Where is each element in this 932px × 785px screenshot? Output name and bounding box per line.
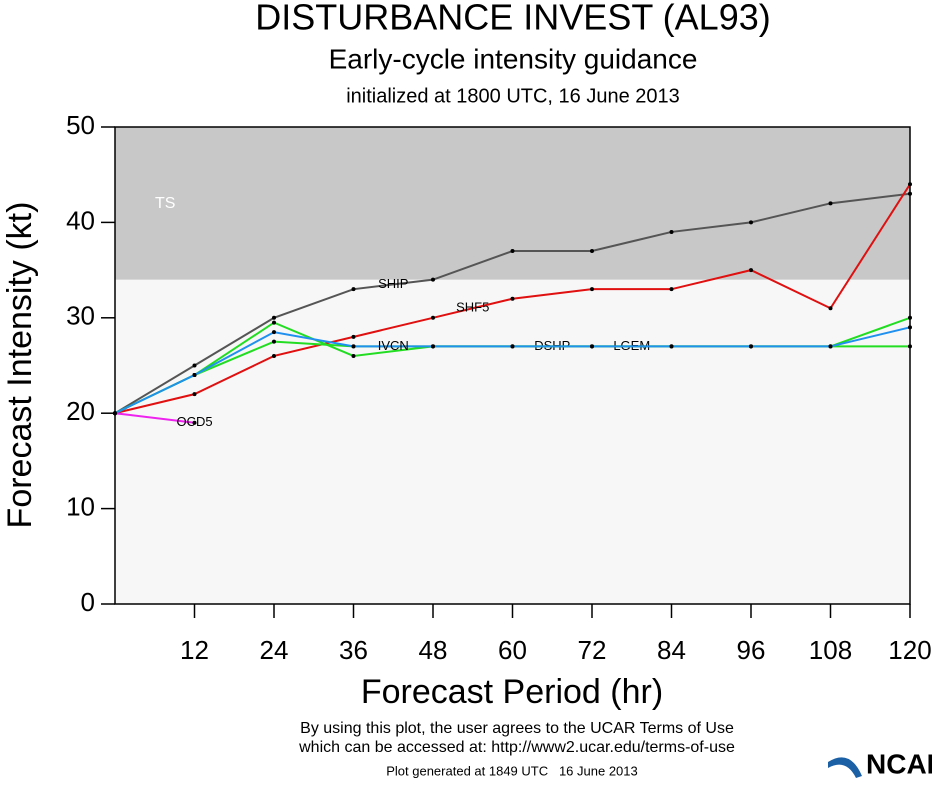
data-point: [828, 201, 833, 206]
x-tick-label: 96: [737, 635, 766, 665]
band-label: TS: [155, 195, 175, 212]
data-point: [590, 344, 594, 349]
plot-frame: [114, 126, 911, 605]
data-point: [351, 344, 356, 349]
series-label: OCD5: [176, 414, 212, 429]
footer-text: which can be accessed at: http://www2.uc…: [298, 739, 735, 756]
data-point: [272, 339, 276, 344]
series-label: IVCN: [378, 338, 409, 353]
chart-title: DISTURBANCE INVEST (AL93): [255, 0, 770, 38]
y-tick-label: 40: [66, 205, 95, 235]
x-tick-label: 24: [260, 635, 289, 665]
chart-subtitle: Early-cycle intensity guidance: [329, 43, 698, 74]
data-point: [908, 315, 912, 320]
intensity-band: [115, 127, 910, 280]
init-time: initialized at 1800 UTC, 16 June 2013: [346, 85, 680, 107]
series-label: LGEM: [613, 338, 650, 353]
data-point: [272, 315, 276, 320]
x-tick-label: 72: [578, 635, 607, 665]
data-point: [272, 320, 276, 325]
data-point: [908, 344, 912, 349]
footer-text: By using this plot, the user agrees to t…: [300, 720, 734, 737]
data-point: [590, 287, 594, 292]
data-point: [908, 191, 912, 196]
x-tick-label: 120: [888, 635, 931, 665]
data-point: [590, 249, 594, 254]
x-tick-label: 108: [809, 635, 852, 665]
data-point: [431, 344, 435, 349]
x-tick-label: 60: [498, 635, 527, 665]
data-point: [908, 325, 912, 330]
x-tick-label: 48: [419, 635, 448, 665]
data-point: [192, 420, 197, 425]
data-point: [749, 220, 753, 225]
data-point: [431, 277, 435, 282]
x-tick-label: 84: [657, 635, 686, 665]
data-point: [272, 353, 276, 358]
data-point: [828, 306, 833, 311]
data-point: [431, 315, 435, 320]
data-point: [510, 249, 515, 254]
data-point: [669, 229, 674, 234]
y-tick-label: 50: [66, 110, 95, 140]
y-tick-label: 20: [66, 396, 95, 426]
data-point: [272, 330, 276, 335]
data-point: [192, 373, 197, 378]
data-point: [510, 344, 515, 349]
data-point: [749, 268, 753, 273]
data-point: [192, 363, 197, 368]
data-point: [510, 296, 515, 301]
series-line: [114, 412, 195, 424]
data-point: [113, 411, 117, 416]
data-point: [908, 182, 912, 187]
x-axis-label: Forecast Period (hr): [361, 673, 663, 711]
data-point: [192, 392, 197, 397]
data-point: [351, 353, 356, 358]
x-tick-label: 36: [339, 635, 368, 665]
data-point: [749, 344, 753, 349]
logo-swoosh: [828, 757, 862, 778]
y-tick-label: 30: [66, 301, 95, 331]
series-label: DSHP: [534, 338, 570, 353]
x-tick-label: 12: [180, 635, 209, 665]
y-axis-label: Forecast Intensity (kt): [1, 202, 39, 529]
data-point: [828, 344, 833, 349]
data-point: [669, 287, 674, 292]
series-label: SHIP: [378, 276, 408, 291]
generated-text: Plot generated at 1849 UTC 16 June 2013: [386, 763, 638, 778]
data-point: [669, 344, 674, 349]
series-label: SHF5: [456, 300, 489, 315]
data-point: [351, 287, 356, 292]
y-tick-label: 0: [81, 587, 95, 617]
data-point: [351, 334, 356, 339]
y-tick-label: 10: [66, 491, 95, 521]
logo-text: NCAR: [866, 748, 932, 779]
logo: NCAR: [828, 748, 932, 779]
